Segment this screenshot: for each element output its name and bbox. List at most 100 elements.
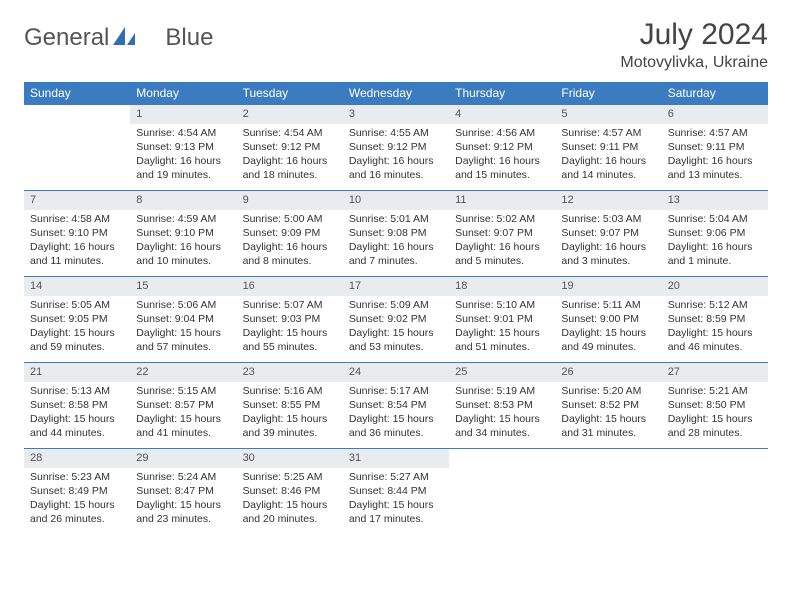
calendar-day-cell: 13Sunrise: 5:04 AMSunset: 9:06 PMDayligh… [662, 191, 768, 277]
daylight-line: Daylight: 16 hours [243, 154, 337, 168]
day-number: 24 [343, 363, 449, 382]
calendar-day-cell: 24Sunrise: 5:17 AMSunset: 8:54 PMDayligh… [343, 363, 449, 449]
brand-logo: General Blue [24, 24, 213, 52]
daylight-line: Daylight: 15 hours [668, 326, 762, 340]
day-number: 17 [343, 277, 449, 296]
sunrise-line: Sunrise: 5:23 AM [30, 470, 124, 484]
daylight-line: and 13 minutes. [668, 168, 762, 182]
calendar-day-cell: 1Sunrise: 4:54 AMSunset: 9:13 PMDaylight… [130, 105, 236, 191]
sunrise-line: Sunrise: 5:04 AM [668, 212, 762, 226]
day-body: Sunrise: 5:15 AMSunset: 8:57 PMDaylight:… [130, 382, 236, 445]
day-body: Sunrise: 5:17 AMSunset: 8:54 PMDaylight:… [343, 382, 449, 445]
day-number: 18 [449, 277, 555, 296]
sunset-line: Sunset: 9:11 PM [561, 140, 655, 154]
sunset-line: Sunset: 9:09 PM [243, 226, 337, 240]
weekday-header: Friday [555, 82, 661, 105]
calendar-day-cell: 3Sunrise: 4:55 AMSunset: 9:12 PMDaylight… [343, 105, 449, 191]
day-body: Sunrise: 5:20 AMSunset: 8:52 PMDaylight:… [555, 382, 661, 445]
month-title: July 2024 [620, 18, 768, 52]
calendar-day-cell: 17Sunrise: 5:09 AMSunset: 9:02 PMDayligh… [343, 277, 449, 363]
calendar-week-row: 7Sunrise: 4:58 AMSunset: 9:10 PMDaylight… [24, 191, 768, 277]
daylight-line: and 26 minutes. [30, 512, 124, 526]
daylight-line: and 8 minutes. [243, 254, 337, 268]
day-body: Sunrise: 5:23 AMSunset: 8:49 PMDaylight:… [24, 468, 130, 531]
daylight-line: and 3 minutes. [561, 254, 655, 268]
sunset-line: Sunset: 9:13 PM [136, 140, 230, 154]
daylight-line: Daylight: 16 hours [668, 240, 762, 254]
day-body: Sunrise: 5:12 AMSunset: 8:59 PMDaylight:… [662, 296, 768, 359]
calendar-day-cell: 22Sunrise: 5:15 AMSunset: 8:57 PMDayligh… [130, 363, 236, 449]
daylight-line: Daylight: 15 hours [243, 412, 337, 426]
daylight-line: and 53 minutes. [349, 340, 443, 354]
day-body: Sunrise: 5:00 AMSunset: 9:09 PMDaylight:… [237, 210, 343, 273]
sunset-line: Sunset: 8:59 PM [668, 312, 762, 326]
daylight-line: and 23 minutes. [136, 512, 230, 526]
calendar-day-cell: 2Sunrise: 4:54 AMSunset: 9:12 PMDaylight… [237, 105, 343, 191]
daylight-line: Daylight: 15 hours [136, 498, 230, 512]
brand-part1: General [24, 24, 109, 52]
day-number: 20 [662, 277, 768, 296]
daylight-line: and 44 minutes. [30, 426, 124, 440]
day-body: Sunrise: 5:16 AMSunset: 8:55 PMDaylight:… [237, 382, 343, 445]
day-body: Sunrise: 5:02 AMSunset: 9:07 PMDaylight:… [449, 210, 555, 273]
day-number: 16 [237, 277, 343, 296]
day-body: Sunrise: 5:04 AMSunset: 9:06 PMDaylight:… [662, 210, 768, 273]
day-number: 9 [237, 191, 343, 210]
day-body [449, 453, 555, 459]
sunset-line: Sunset: 8:46 PM [243, 484, 337, 498]
calendar-day-cell: 8Sunrise: 4:59 AMSunset: 9:10 PMDaylight… [130, 191, 236, 277]
calendar-day-cell: 30Sunrise: 5:25 AMSunset: 8:46 PMDayligh… [237, 449, 343, 535]
sunset-line: Sunset: 9:06 PM [668, 226, 762, 240]
sunrise-line: Sunrise: 5:21 AM [668, 384, 762, 398]
header: General Blue July 2024 Motovylivka, Ukra… [24, 18, 768, 72]
day-number: 3 [343, 105, 449, 124]
sunrise-line: Sunrise: 5:25 AM [243, 470, 337, 484]
daylight-line: and 1 minute. [668, 254, 762, 268]
day-number: 26 [555, 363, 661, 382]
daylight-line: and 5 minutes. [455, 254, 549, 268]
day-body: Sunrise: 5:10 AMSunset: 9:01 PMDaylight:… [449, 296, 555, 359]
calendar-day-cell [24, 105, 130, 191]
calendar-day-cell: 11Sunrise: 5:02 AMSunset: 9:07 PMDayligh… [449, 191, 555, 277]
calendar-day-cell: 5Sunrise: 4:57 AMSunset: 9:11 PMDaylight… [555, 105, 661, 191]
calendar-day-cell [662, 449, 768, 535]
day-number: 8 [130, 191, 236, 210]
location-label: Motovylivka, Ukraine [620, 54, 768, 72]
day-body: Sunrise: 4:56 AMSunset: 9:12 PMDaylight:… [449, 124, 555, 187]
day-body [662, 453, 768, 459]
calendar-day-cell: 18Sunrise: 5:10 AMSunset: 9:01 PMDayligh… [449, 277, 555, 363]
day-body: Sunrise: 4:59 AMSunset: 9:10 PMDaylight:… [130, 210, 236, 273]
sunset-line: Sunset: 9:02 PM [349, 312, 443, 326]
calendar-day-cell: 6Sunrise: 4:57 AMSunset: 9:11 PMDaylight… [662, 105, 768, 191]
sunset-line: Sunset: 9:04 PM [136, 312, 230, 326]
sunset-line: Sunset: 9:07 PM [561, 226, 655, 240]
day-number: 5 [555, 105, 661, 124]
day-body: Sunrise: 4:58 AMSunset: 9:10 PMDaylight:… [24, 210, 130, 273]
calendar-day-cell [449, 449, 555, 535]
daylight-line: and 36 minutes. [349, 426, 443, 440]
calendar-day-cell: 10Sunrise: 5:01 AMSunset: 9:08 PMDayligh… [343, 191, 449, 277]
calendar-day-cell: 31Sunrise: 5:27 AMSunset: 8:44 PMDayligh… [343, 449, 449, 535]
day-body [24, 109, 130, 115]
daylight-line: Daylight: 15 hours [561, 412, 655, 426]
daylight-line: and 51 minutes. [455, 340, 549, 354]
calendar-day-cell: 4Sunrise: 4:56 AMSunset: 9:12 PMDaylight… [449, 105, 555, 191]
calendar-day-cell: 26Sunrise: 5:20 AMSunset: 8:52 PMDayligh… [555, 363, 661, 449]
day-body: Sunrise: 5:09 AMSunset: 9:02 PMDaylight:… [343, 296, 449, 359]
sunrise-line: Sunrise: 5:16 AM [243, 384, 337, 398]
daylight-line: and 16 minutes. [349, 168, 443, 182]
sunset-line: Sunset: 8:49 PM [30, 484, 124, 498]
sunrise-line: Sunrise: 5:06 AM [136, 298, 230, 312]
daylight-line: Daylight: 16 hours [561, 240, 655, 254]
daylight-line: Daylight: 15 hours [349, 326, 443, 340]
day-body: Sunrise: 5:27 AMSunset: 8:44 PMDaylight:… [343, 468, 449, 531]
day-body: Sunrise: 5:25 AMSunset: 8:46 PMDaylight:… [237, 468, 343, 531]
sunrise-line: Sunrise: 5:10 AM [455, 298, 549, 312]
calendar-week-row: 14Sunrise: 5:05 AMSunset: 9:05 PMDayligh… [24, 277, 768, 363]
sunrise-line: Sunrise: 5:01 AM [349, 212, 443, 226]
calendar-table: Sunday Monday Tuesday Wednesday Thursday… [24, 82, 768, 535]
day-body: Sunrise: 5:19 AMSunset: 8:53 PMDaylight:… [449, 382, 555, 445]
calendar-day-cell: 28Sunrise: 5:23 AMSunset: 8:49 PMDayligh… [24, 449, 130, 535]
calendar-week-row: 1Sunrise: 4:54 AMSunset: 9:13 PMDaylight… [24, 105, 768, 191]
sunrise-line: Sunrise: 5:13 AM [30, 384, 124, 398]
